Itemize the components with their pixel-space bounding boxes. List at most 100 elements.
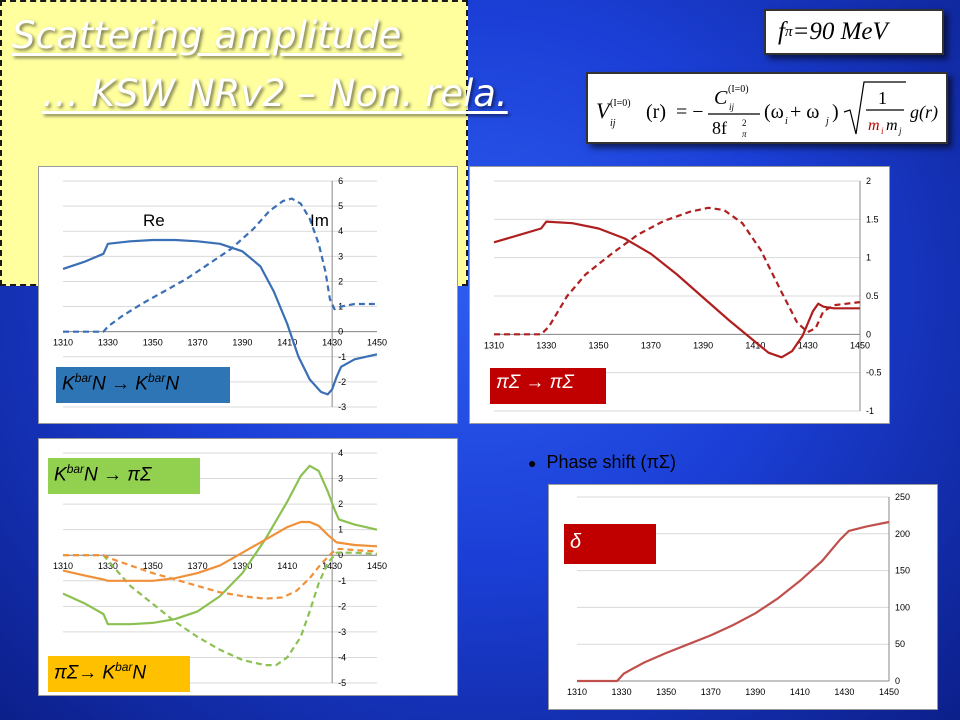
x-tick-label: 1310: [567, 687, 587, 697]
x-tick-label: 1370: [188, 338, 208, 348]
x-tick-label: 1410: [277, 561, 297, 571]
y-tick-label: 200: [895, 529, 910, 539]
x-tick-label: 1410: [745, 340, 765, 350]
y-tick-label: -0.5: [866, 368, 882, 378]
y-tick-label: -1: [338, 352, 346, 362]
x-tick-label: 1410: [277, 338, 297, 348]
l1-sup1: bar: [74, 371, 93, 385]
label-re: Re: [143, 211, 165, 230]
series-line-green-dash: [63, 551, 378, 667]
potential-formula: V (I=0) ij (r) = − C (I=0) ij 8f 2 π (ω …: [586, 72, 948, 144]
y-tick-label: 4: [338, 448, 343, 458]
l3-post: N → πΣ: [84, 464, 152, 486]
x-tick-label: 1350: [143, 338, 163, 348]
label-pisigma-pisigma: πΣ → πΣ: [490, 368, 606, 404]
bullet-text: Phase shift (πΣ): [546, 452, 677, 472]
formula-v-sup: (I=0): [610, 98, 631, 109]
label-kbarn-pisigma: KbarN → πΣ: [48, 458, 200, 494]
l3-pre: K: [54, 464, 67, 486]
formula-eq: = −: [676, 101, 704, 123]
x-tick-label: 1450: [367, 338, 387, 348]
formula-v-sub: ij: [610, 118, 616, 129]
fpi-value-box: f π =90 MeV: [764, 9, 944, 55]
l1-sup2: bar: [147, 371, 166, 385]
series-line-orange-dash: [63, 547, 378, 600]
l4-sup: bar: [115, 660, 133, 674]
y-tick-label: -1: [866, 406, 874, 416]
series-line-re: [62, 238, 378, 396]
formula-den-sup: 2: [742, 118, 747, 128]
x-tick-label: 1370: [701, 687, 721, 697]
x-tick-label: 1330: [98, 561, 118, 571]
y-tick-label: 2: [866, 176, 871, 186]
formula-omega-i: i: [785, 116, 788, 127]
x-tick-label: 1310: [53, 338, 73, 348]
y-tick-label: 0: [866, 329, 871, 339]
l3-sup: bar: [66, 462, 85, 476]
x-tick-label: 1370: [641, 340, 661, 350]
formula-mj-sub: j: [898, 126, 902, 136]
formula-r: (r): [646, 101, 666, 123]
y-tick-label: 6: [338, 176, 343, 186]
x-tick-label: 1390: [232, 561, 252, 571]
formula-c-sup: (I=0): [728, 84, 749, 95]
y-tick-label: 150: [895, 566, 910, 576]
y-tick-label: 0: [338, 550, 343, 560]
formula-plus: + ω: [790, 101, 819, 123]
y-tick-label: -2: [338, 377, 346, 387]
formula-v: V: [596, 98, 612, 123]
x-tick-label: 1430: [322, 561, 342, 571]
formula-den-sub: π: [742, 129, 747, 139]
formula-mj: m: [886, 117, 898, 134]
formula-omega-j: j: [824, 116, 829, 127]
formula-c-sub: ij: [729, 102, 735, 112]
x-tick-label: 1370: [188, 561, 208, 571]
x-tick-label: 1310: [53, 561, 73, 571]
series-line-red-solid: [493, 220, 860, 359]
chart-svg-p3: 1310 1330 1350 1370 1390 1410 1430 1450-5-4-3-2…: [53, 448, 387, 688]
x-tick-label: 1390: [693, 340, 713, 350]
formula-omega: (ω: [764, 101, 784, 123]
slide-subtitle: … KSW NRv2 – Non. rela.: [42, 72, 508, 115]
phase-shift-bullet: ● Phase shift (πΣ): [528, 452, 676, 473]
x-tick-label: 1410: [790, 687, 810, 697]
slide-title: Scattering amplitude: [12, 14, 402, 57]
y-tick-label: 2: [338, 499, 343, 509]
y-tick-label: 2: [338, 276, 343, 286]
x-tick-label: 1310: [484, 340, 504, 350]
y-tick-label: -5: [338, 678, 346, 688]
formula-c: C: [714, 87, 728, 109]
formula-one: 1: [878, 88, 887, 108]
y-tick-label: 0: [338, 327, 343, 337]
y-tick-label: 100: [895, 602, 910, 612]
x-tick-label: 1350: [589, 340, 609, 350]
y-tick-label: -2: [338, 601, 346, 611]
x-tick-label: 1350: [143, 561, 163, 571]
chart-svg-p2: 1310 1330 1350 1370 1390 1410 1430 1450 -1 -0.5 0 0…: [484, 176, 882, 416]
x-tick-label: 1330: [612, 687, 632, 697]
y-tick-label: 0.5: [866, 291, 879, 301]
label-delta: δ: [564, 524, 656, 564]
y-tick-label: 1: [338, 525, 343, 535]
x-tick-label: 1450: [850, 340, 870, 350]
formula-sqrt: [843, 81, 906, 135]
y-tick-label: 3: [338, 251, 343, 261]
x-tick-label: 1430: [322, 338, 342, 348]
y-tick-label: 3: [338, 474, 343, 484]
formula-svg: V (I=0) ij (r) = − C (I=0) ij 8f 2 π (ω …: [596, 81, 938, 139]
y-tick-label: -1: [338, 576, 346, 586]
x-tick-label: 1330: [536, 340, 556, 350]
x-tick-label: 1350: [656, 687, 676, 697]
formula-g: g(r): [910, 102, 938, 123]
y-tick-label: 1.5: [866, 214, 879, 224]
y-tick-label: 4: [338, 226, 343, 236]
x-tick-label: 1390: [232, 338, 252, 348]
l4-pre: πΣ→ K: [54, 662, 116, 684]
fpi-rest: =90 MeV: [792, 18, 888, 45]
y-tick-label: -3: [338, 627, 346, 637]
formula-close: ): [832, 101, 839, 123]
l1-post: N: [165, 373, 180, 395]
x-tick-label: 1450: [367, 561, 387, 571]
fpi-sub: π: [784, 23, 793, 40]
series-line-im: [63, 197, 377, 333]
